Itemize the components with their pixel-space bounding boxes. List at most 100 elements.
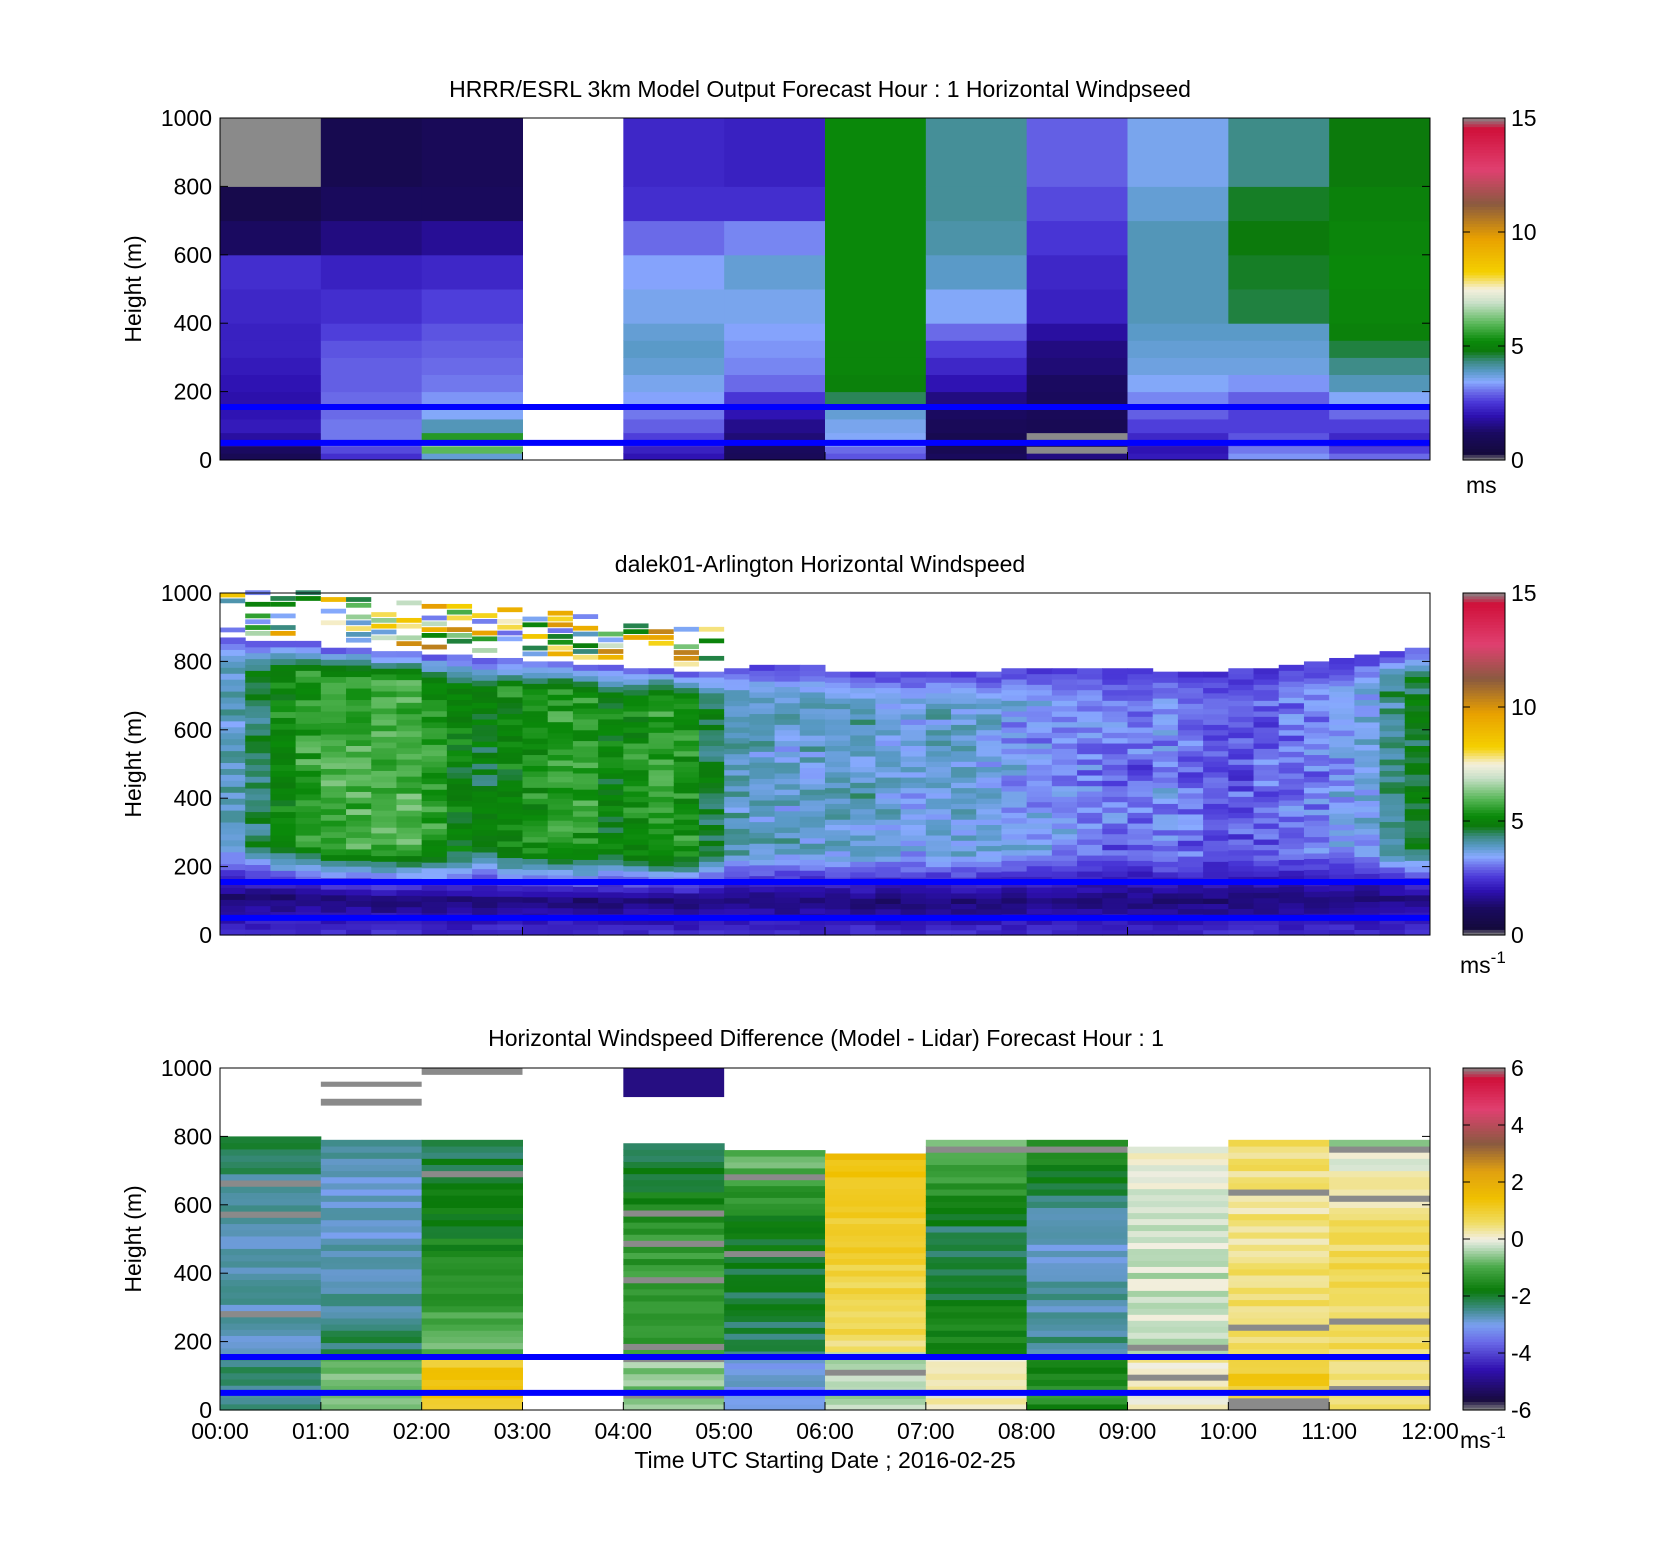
lidar-cell — [673, 834, 700, 841]
lidar-cell — [976, 724, 1002, 731]
lidar-cell — [547, 841, 574, 849]
lidar-sparse-cell — [497, 630, 523, 636]
lidar-cell — [547, 929, 574, 936]
lidar-cell — [572, 697, 599, 704]
lidar-cell — [572, 756, 599, 763]
colorbar-swatch — [1463, 417, 1505, 421]
lidar-cell — [1001, 860, 1028, 867]
colorbar-swatch — [1463, 772, 1505, 776]
lidar-cell — [925, 676, 952, 683]
lidar-cell — [371, 923, 397, 930]
lidar-cell — [1303, 891, 1330, 898]
colorbar-swatch — [1463, 1073, 1505, 1078]
lidar-sparse-cell — [396, 617, 422, 623]
lidar-cell — [1278, 891, 1305, 898]
lidar-cell — [1329, 896, 1355, 903]
lidar-cell — [320, 929, 347, 936]
lidar-cell — [371, 668, 397, 675]
panel-3-xticks: 00:00 01:00 02:00 03:00 04:00 05:00 06:00 07:00… — [191, 1402, 1459, 1444]
lidar-cell — [572, 735, 599, 742]
lidar-cell — [320, 682, 347, 689]
colorbar-swatch — [1463, 1296, 1505, 1300]
lidar-cell — [1253, 694, 1280, 701]
lidar-cell — [1102, 769, 1128, 776]
model-cell — [421, 357, 523, 375]
lidar-cell — [421, 867, 448, 874]
lidar-cell — [497, 840, 523, 847]
lidar-cell — [648, 929, 675, 936]
lidar-cell — [774, 740, 801, 747]
difference-cell — [1026, 1367, 1128, 1374]
lidar-cell — [673, 882, 700, 889]
lidar-cell — [421, 693, 448, 701]
lidar-cell — [1051, 838, 1078, 845]
lidar-cell — [825, 671, 851, 678]
lidar-cell — [749, 832, 776, 839]
lidar-cell — [825, 787, 851, 794]
lidar-cell — [1177, 908, 1204, 915]
lidar-cell — [951, 834, 977, 841]
lidar-cell — [270, 646, 297, 654]
lidar-cell — [598, 778, 624, 785]
difference-cell — [1329, 1188, 1431, 1196]
lidar-cell — [1026, 780, 1053, 787]
lidar-sparse-cell — [497, 636, 523, 642]
lidar-cell — [371, 690, 397, 698]
lidar-cell — [724, 678, 750, 685]
lidar-cell — [774, 870, 801, 877]
difference-cell — [1329, 1367, 1431, 1374]
lidar-cell — [648, 796, 675, 803]
lidar-cell — [346, 894, 372, 902]
lidar-cell — [320, 866, 347, 873]
lidar-cell — [623, 828, 650, 835]
difference-cell — [1228, 1195, 1330, 1202]
lidar-cell — [1026, 721, 1053, 728]
lidar-cell — [698, 734, 725, 741]
lidar-cell — [1228, 822, 1255, 829]
difference-cell — [1329, 1385, 1431, 1393]
lidar-sparse-cell — [371, 612, 397, 617]
lidar-cell — [396, 883, 423, 891]
lidar-cell — [749, 789, 776, 796]
lidar-sparse-cell — [698, 655, 725, 661]
lidar-cell — [1177, 855, 1204, 862]
lidar-cell — [1404, 883, 1431, 890]
lidar-cell — [295, 676, 322, 683]
colorbar-swatch — [1463, 1264, 1505, 1269]
lidar-cell — [598, 681, 624, 688]
difference-cell — [1026, 1164, 1128, 1172]
lidar-cell — [1329, 840, 1355, 847]
lidar-cell — [547, 825, 574, 832]
lidar-cell — [724, 902, 750, 909]
lidar-cell — [774, 686, 801, 693]
difference-cell — [1329, 1213, 1431, 1221]
lidar-cell — [1077, 908, 1103, 915]
lidar-cell — [396, 793, 423, 800]
difference-cell — [220, 1266, 322, 1274]
xtick-label: 03:00 — [494, 1418, 552, 1444]
colorbar-swatch — [1463, 291, 1505, 296]
lidar-cell — [900, 724, 927, 731]
model-cell — [220, 357, 322, 375]
lidar-cell — [270, 923, 297, 930]
lidar-cell — [421, 710, 448, 717]
lidar-cell — [572, 713, 599, 720]
lidar-cell — [547, 754, 574, 761]
lidar-cell — [1329, 901, 1355, 908]
lidar-cell — [295, 923, 322, 930]
colorbar-swatch — [1463, 1273, 1505, 1277]
lidar-cell — [320, 774, 347, 781]
model-cell — [825, 340, 927, 358]
difference-cell — [623, 1203, 725, 1211]
lidar-cell — [371, 906, 397, 913]
lidar-cell — [825, 850, 851, 857]
difference-cell — [220, 1304, 322, 1312]
lidar-cell — [1001, 705, 1028, 712]
difference-cell — [925, 1348, 1028, 1356]
lidar-cell — [547, 814, 574, 821]
lidar-cell — [774, 713, 801, 720]
lidar-cell — [245, 923, 271, 930]
lidar-cell — [900, 792, 927, 799]
lidar-cell — [371, 861, 397, 868]
lidar-cell — [1354, 901, 1381, 908]
